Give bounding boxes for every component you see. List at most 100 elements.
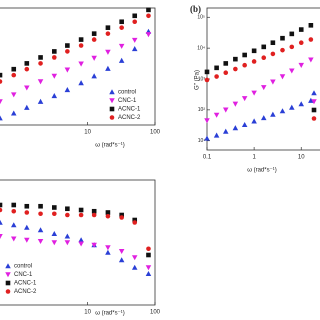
y-tick-label: 10³ bbox=[198, 76, 206, 82]
marker bbox=[65, 49, 70, 54]
marker bbox=[146, 7, 151, 13]
marker bbox=[11, 66, 17, 72]
legend-marker bbox=[5, 280, 11, 286]
marker bbox=[78, 207, 84, 213]
marker bbox=[280, 35, 285, 41]
marker bbox=[105, 49, 111, 55]
marker bbox=[64, 240, 71, 246]
marker bbox=[0, 233, 3, 240]
marker bbox=[298, 101, 305, 107]
x-axis-label: ω (rad*s⁻¹) bbox=[95, 311, 125, 317]
legend-label: CNC-1 bbox=[118, 98, 137, 104]
marker bbox=[52, 49, 57, 54]
marker bbox=[270, 40, 276, 46]
marker bbox=[78, 237, 84, 243]
marker bbox=[10, 92, 17, 98]
marker bbox=[10, 236, 17, 242]
marker bbox=[279, 74, 286, 80]
marker bbox=[241, 96, 248, 102]
legend-marker bbox=[109, 106, 115, 112]
marker bbox=[131, 37, 138, 43]
x-tick-label: 10 bbox=[84, 310, 91, 316]
marker bbox=[0, 207, 3, 213]
marker bbox=[38, 203, 43, 209]
legend-marker bbox=[311, 99, 317, 105]
marker bbox=[65, 43, 70, 48]
marker bbox=[119, 212, 124, 218]
marker bbox=[38, 211, 43, 217]
marker bbox=[64, 233, 71, 239]
marker bbox=[78, 37, 84, 42]
y-tick-label: 10² bbox=[198, 107, 206, 113]
marker bbox=[0, 99, 3, 105]
marker bbox=[232, 125, 239, 131]
marker bbox=[119, 25, 124, 30]
marker bbox=[204, 69, 210, 75]
marker bbox=[52, 205, 57, 210]
marker bbox=[213, 112, 220, 118]
marker bbox=[91, 31, 97, 36]
y-tick-label: 10⁵ bbox=[197, 15, 205, 21]
legend-label: ACNC-1 bbox=[14, 281, 37, 287]
marker bbox=[37, 227, 44, 233]
x-tick-label: 1 bbox=[252, 155, 256, 161]
marker bbox=[91, 55, 97, 61]
marker bbox=[270, 111, 276, 117]
marker bbox=[308, 22, 314, 28]
marker bbox=[105, 213, 111, 219]
legend-label: ACNC-1 bbox=[118, 107, 141, 113]
marker bbox=[261, 55, 267, 61]
marker bbox=[11, 202, 17, 208]
x-axis-label: ω (rad*s⁻¹) bbox=[95, 143, 125, 149]
marker bbox=[222, 107, 229, 113]
marker bbox=[24, 85, 30, 91]
marker bbox=[38, 55, 43, 60]
marker bbox=[223, 61, 229, 66]
marker bbox=[242, 62, 247, 68]
marker bbox=[24, 203, 30, 209]
marker bbox=[51, 240, 58, 246]
marker bbox=[145, 265, 152, 271]
marker bbox=[146, 13, 151, 19]
marker bbox=[214, 65, 219, 71]
marker bbox=[204, 135, 210, 141]
marker bbox=[119, 215, 124, 220]
marker bbox=[78, 80, 84, 86]
marker bbox=[52, 211, 57, 217]
marker bbox=[78, 241, 84, 247]
marker bbox=[131, 264, 138, 270]
marker bbox=[242, 52, 247, 58]
legend-label: control bbox=[118, 90, 136, 96]
legend-marker bbox=[5, 272, 11, 278]
marker bbox=[289, 44, 295, 50]
marker bbox=[24, 66, 30, 72]
y-tick-label: 10⁴ bbox=[197, 45, 205, 51]
marker bbox=[105, 31, 111, 36]
marker bbox=[251, 48, 257, 54]
marker bbox=[64, 87, 71, 93]
marker bbox=[214, 74, 219, 79]
marker bbox=[260, 85, 267, 91]
x-axis-label: ω (rad*s⁻¹) bbox=[247, 168, 277, 174]
marker bbox=[24, 104, 30, 110]
marker bbox=[132, 13, 138, 19]
legend-marker bbox=[109, 98, 115, 104]
legend-label: ACNC-2 bbox=[14, 289, 37, 295]
marker bbox=[10, 222, 17, 228]
marker bbox=[64, 67, 71, 73]
marker bbox=[105, 249, 111, 255]
legend-marker bbox=[5, 289, 11, 294]
marker bbox=[132, 217, 138, 223]
legend-marker bbox=[311, 116, 317, 121]
marker bbox=[11, 72, 17, 78]
legend-marker bbox=[109, 89, 115, 95]
marker bbox=[65, 206, 70, 212]
marker bbox=[251, 59, 257, 64]
marker bbox=[52, 55, 57, 60]
marker bbox=[289, 31, 295, 37]
legend-label: CNC-1 bbox=[14, 272, 33, 278]
panel-label: (b) bbox=[190, 4, 201, 14]
marker bbox=[91, 212, 97, 218]
marker bbox=[0, 72, 3, 78]
marker bbox=[233, 56, 238, 62]
